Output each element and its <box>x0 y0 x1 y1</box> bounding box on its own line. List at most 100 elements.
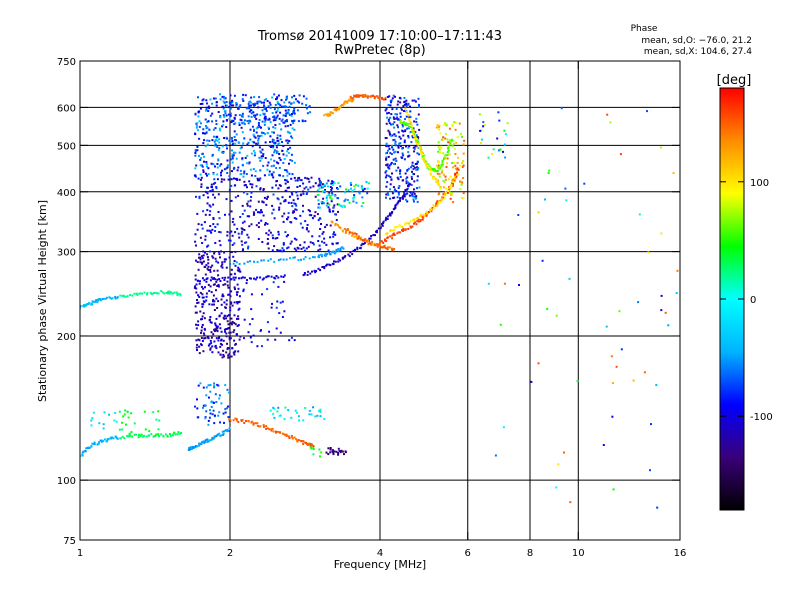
echo-point <box>303 249 306 252</box>
echo-point <box>451 124 454 127</box>
echo-point <box>448 127 451 130</box>
echo-point <box>233 329 236 332</box>
echo-point <box>198 442 201 445</box>
echo-point <box>204 145 207 148</box>
echo-point <box>197 338 200 341</box>
echo-point <box>397 193 400 196</box>
echo-point <box>364 238 367 241</box>
echo-point <box>439 187 442 190</box>
echo-point <box>279 104 282 107</box>
echo-point <box>231 99 234 102</box>
echo-point <box>121 428 124 431</box>
echo-point <box>408 145 411 148</box>
echo-point <box>328 208 331 211</box>
echo-point <box>216 166 219 169</box>
echo-point <box>226 104 229 107</box>
echo-point <box>202 300 205 303</box>
echo-point <box>82 305 85 308</box>
echo-point <box>386 192 389 195</box>
echo-point <box>334 224 337 227</box>
echo-point <box>417 218 420 221</box>
echo-point <box>346 100 349 103</box>
echo-point <box>602 444 605 446</box>
echo-point <box>329 447 332 449</box>
echo-point <box>396 124 399 127</box>
echo-point <box>233 278 236 281</box>
echo-point <box>213 196 216 199</box>
echo-point <box>221 261 224 264</box>
echo-point <box>452 166 455 169</box>
echo-point <box>367 240 370 242</box>
echo-point <box>238 141 241 144</box>
echo-point <box>211 102 214 105</box>
echo-point <box>408 116 411 119</box>
echo-point <box>496 137 499 140</box>
echo-point <box>292 199 295 202</box>
echo-point <box>209 316 212 318</box>
echo-point <box>151 293 154 295</box>
echo-point <box>218 217 221 220</box>
echo-point <box>204 190 207 193</box>
echo-point <box>226 164 229 167</box>
echo-point <box>194 274 197 277</box>
echo-point <box>204 337 207 340</box>
echo-point <box>362 94 365 96</box>
echo-point <box>437 167 440 170</box>
echo-point <box>446 138 449 141</box>
echo-point <box>271 131 274 134</box>
echo-point <box>260 157 263 160</box>
echo-point <box>235 418 238 421</box>
echo-point <box>280 275 283 278</box>
echo-point <box>370 242 373 245</box>
echo-point <box>247 200 250 203</box>
echo-point <box>97 441 100 444</box>
echo-point <box>196 122 199 125</box>
echo-point <box>219 421 221 424</box>
echo-point <box>198 253 201 256</box>
echo-point <box>243 209 246 212</box>
echo-point <box>275 306 278 309</box>
echo-point <box>229 239 232 242</box>
echo-point <box>308 413 311 416</box>
echo-point <box>398 224 401 227</box>
echo-point <box>209 205 212 208</box>
echo-point <box>266 338 269 341</box>
echo-point <box>225 332 228 335</box>
echo-point <box>410 126 413 128</box>
echo-point <box>231 155 234 158</box>
echo-point <box>234 184 237 187</box>
echo-point <box>211 351 214 354</box>
echo-point <box>252 149 255 152</box>
echo-point <box>451 138 453 141</box>
echo-point <box>149 291 152 294</box>
echo-point <box>332 235 335 238</box>
echo-point <box>327 453 330 456</box>
echo-point <box>209 210 212 213</box>
echo-point <box>264 157 267 159</box>
echo-point <box>415 141 418 144</box>
echo-point <box>253 129 255 132</box>
echo-point <box>227 391 230 394</box>
echo-point <box>247 420 250 423</box>
echo-point <box>227 416 230 418</box>
echo-point <box>258 119 261 121</box>
echo-point <box>390 161 393 164</box>
echo-point <box>417 97 420 100</box>
echo-point <box>213 422 216 425</box>
echo-point <box>398 185 401 187</box>
echo-point <box>199 103 202 105</box>
echo-point <box>312 256 315 259</box>
echo-point <box>90 419 93 422</box>
echo-point <box>118 410 121 413</box>
echo-point <box>433 168 436 170</box>
echo-point <box>333 182 336 185</box>
echo-point <box>329 195 332 197</box>
echo-point <box>308 257 311 260</box>
echo-point <box>220 339 223 342</box>
echo-point <box>401 123 404 126</box>
echo-point <box>139 435 142 438</box>
echo-point <box>270 146 272 148</box>
echo-point <box>396 232 399 235</box>
echo-point <box>234 151 237 154</box>
echo-point <box>197 320 200 323</box>
